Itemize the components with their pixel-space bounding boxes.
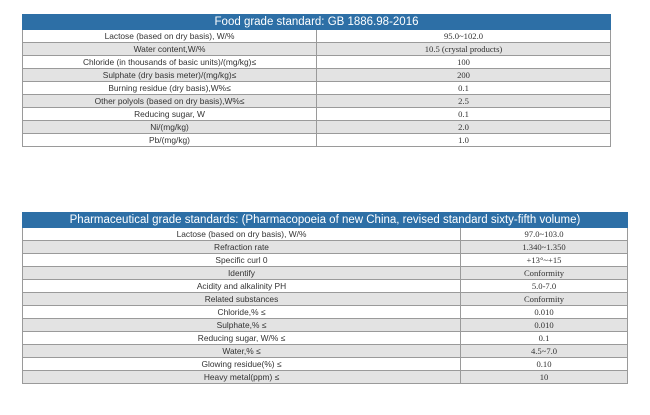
pharmaceutical-grade-item: Reducing sugar, W/% ≤ bbox=[22, 331, 461, 345]
food-grade-row: Sulphate (dry basis meter)/(mg/kg)≤ 200 bbox=[22, 68, 612, 82]
pharmaceutical-grade-row: Acidity and alkalinity PH 5.0-7.0 bbox=[22, 279, 629, 293]
food-grade-table: Food grade standard: GB 1886.98-2016 Lac… bbox=[21, 14, 612, 147]
pharmaceutical-grade-value: Conformity bbox=[459, 266, 629, 280]
food-grade-body: Lactose (based on dry basis), W/% 95.0~10… bbox=[22, 29, 612, 147]
food-grade-item: Ni/(mg/kg) bbox=[22, 120, 317, 134]
pharmaceutical-grade-value: 5.0-7.0 bbox=[459, 279, 629, 293]
food-grade-value: 2.0 bbox=[315, 120, 612, 134]
pharmaceutical-grade-value: 0.010 bbox=[459, 318, 629, 332]
pharmaceutical-grade-value: 10 bbox=[459, 370, 629, 384]
pharmaceutical-grade-row: Lactose (based on dry basis), W/% 97.0~10… bbox=[22, 227, 629, 241]
pharmaceutical-grade-table: Pharmaceutical grade standards: (Pharmac… bbox=[21, 212, 629, 384]
food-grade-row: Pb/(mg/kg) 1.0 bbox=[22, 133, 612, 147]
pharmaceutical-grade-row: Reducing sugar, W/% ≤0.1 bbox=[22, 331, 629, 345]
food-grade-row: Other polyols (based on dry basis),W%≤ 2.… bbox=[22, 94, 612, 108]
food-grade-row: Lactose (based on dry basis), W/% 95.0~10… bbox=[22, 29, 612, 43]
pharmaceutical-grade-item: Refraction rate bbox=[22, 240, 461, 254]
pharmaceutical-grade-row: Heavy metal(ppm) ≤10 bbox=[22, 370, 629, 384]
food-grade-row: Burning residue (dry basis),W%≤ 0.1 bbox=[22, 81, 612, 95]
food-grade-item: Other polyols (based on dry basis),W%≤ bbox=[22, 94, 317, 108]
pharmaceutical-grade-row: Chloride,% ≤0.010 bbox=[22, 305, 629, 319]
pharmaceutical-grade-value: 1.340~1.350 bbox=[459, 240, 629, 254]
food-grade-item: Pb/(mg/kg) bbox=[22, 133, 317, 147]
pharmaceutical-grade-value: 0.10 bbox=[459, 357, 629, 371]
food-grade-value: 200 bbox=[315, 68, 612, 82]
food-grade-item: Burning residue (dry basis),W%≤ bbox=[22, 81, 317, 95]
pharmaceutical-grade-row: Water,% ≤4.5~7.0 bbox=[22, 344, 629, 358]
food-grade-item: Reducing sugar, W bbox=[22, 107, 317, 121]
food-grade-value: 100 bbox=[315, 55, 612, 69]
pharmaceutical-grade-value: 97.0~103.0 bbox=[459, 227, 629, 241]
pharmaceutical-grade-value: Conformity bbox=[459, 292, 629, 306]
pharmaceutical-grade-item: Water,% ≤ bbox=[22, 344, 461, 358]
food-grade-row: Chloride (in thousands of basic units)/(… bbox=[22, 55, 612, 69]
food-grade-value: 95.0~102.0 bbox=[315, 29, 612, 43]
pharmaceutical-grade-value: 0.010 bbox=[459, 305, 629, 319]
food-grade-item: Water content,W/% bbox=[22, 42, 317, 56]
food-grade-item: Sulphate (dry basis meter)/(mg/kg)≤ bbox=[22, 68, 317, 82]
food-grade-row: Reducing sugar, W 0.1 bbox=[22, 107, 612, 121]
pharmaceutical-grade-row: Identify Conformity bbox=[22, 266, 629, 280]
pharmaceutical-grade-title: Pharmaceutical grade standards: (Pharmac… bbox=[21, 212, 629, 228]
pharmaceutical-grade-row: Related substances Conformity bbox=[22, 292, 629, 306]
food-grade-value: 10.5 (crystal products) bbox=[315, 42, 612, 56]
pharmaceutical-grade-item: Glowing residue(%) ≤ bbox=[22, 357, 461, 371]
food-grade-value: 0.1 bbox=[315, 107, 612, 121]
pharmaceutical-grade-value: 4.5~7.0 bbox=[459, 344, 629, 358]
pharmaceutical-grade-value: +13°~+15 bbox=[459, 253, 629, 267]
food-grade-item: Lactose (based on dry basis), W/% bbox=[22, 29, 317, 43]
pharmaceutical-grade-row: Specific curl 0 +13°~+15 bbox=[22, 253, 629, 267]
pharmaceutical-grade-item: Heavy metal(ppm) ≤ bbox=[22, 370, 461, 384]
pharmaceutical-grade-row: Glowing residue(%) ≤0.10 bbox=[22, 357, 629, 371]
food-grade-title: Food grade standard: GB 1886.98-2016 bbox=[21, 14, 612, 30]
pharmaceutical-grade-item: Specific curl 0 bbox=[22, 253, 461, 267]
pharmaceutical-grade-body: Lactose (based on dry basis), W/% 97.0~10… bbox=[22, 227, 629, 384]
pharmaceutical-grade-item: Related substances bbox=[22, 292, 461, 306]
pharmaceutical-grade-item: Lactose (based on dry basis), W/% bbox=[22, 227, 461, 241]
pharmaceutical-grade-row: Refraction rate 1.340~1.350 bbox=[22, 240, 629, 254]
food-grade-value: 2.5 bbox=[315, 94, 612, 108]
pharmaceutical-grade-item: Identify bbox=[22, 266, 461, 280]
food-grade-item: Chloride (in thousands of basic units)/(… bbox=[22, 55, 317, 69]
pharmaceutical-grade-value: 0.1 bbox=[459, 331, 629, 345]
food-grade-row: Water content,W/% 10.5 (crystal products) bbox=[22, 42, 612, 56]
food-grade-value: 0.1 bbox=[315, 81, 612, 95]
food-grade-row: Ni/(mg/kg) 2.0 bbox=[22, 120, 612, 134]
food-grade-header-row: Food grade standard: GB 1886.98-2016 bbox=[21, 14, 612, 30]
pharmaceutical-grade-item: Sulphate,% ≤ bbox=[22, 318, 461, 332]
pharmaceutical-grade-header-row: Pharmaceutical grade standards: (Pharmac… bbox=[21, 212, 629, 228]
pharmaceutical-grade-row: Sulphate,% ≤0.010 bbox=[22, 318, 629, 332]
food-grade-value: 1.0 bbox=[315, 133, 612, 147]
pharmaceutical-grade-item: Acidity and alkalinity PH bbox=[22, 279, 461, 293]
pharmaceutical-grade-item: Chloride,% ≤ bbox=[22, 305, 461, 319]
